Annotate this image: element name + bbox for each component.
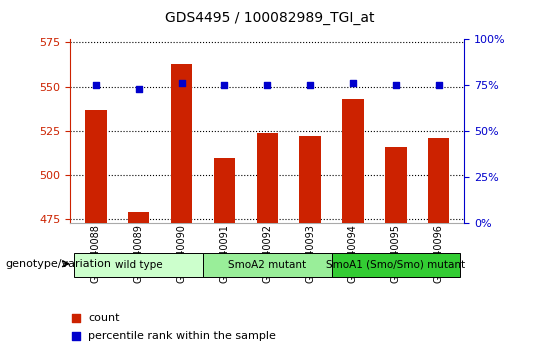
Text: genotype/variation: genotype/variation — [5, 259, 111, 269]
FancyBboxPatch shape — [332, 253, 460, 276]
Text: SmoA2 mutant: SmoA2 mutant — [228, 259, 306, 270]
Bar — [385, 147, 407, 223]
Text: GDS4495 / 100082989_TGI_at: GDS4495 / 100082989_TGI_at — [165, 11, 375, 25]
Point — [263, 82, 272, 88]
Point — [92, 82, 100, 88]
FancyBboxPatch shape — [203, 253, 332, 276]
Point — [134, 86, 143, 91]
Point — [306, 82, 314, 88]
FancyBboxPatch shape — [75, 253, 203, 276]
Bar — [428, 138, 449, 223]
Point — [349, 80, 357, 86]
Point — [72, 315, 80, 321]
Point — [392, 82, 400, 88]
Bar — [300, 136, 321, 223]
Point — [220, 82, 229, 88]
Bar — [256, 133, 278, 223]
Text: percentile rank within the sample: percentile rank within the sample — [89, 331, 276, 341]
Bar — [85, 110, 106, 223]
Text: count: count — [89, 313, 120, 323]
Bar — [128, 212, 150, 223]
Point — [72, 333, 80, 338]
Point — [434, 82, 443, 88]
Text: wild type: wild type — [115, 259, 163, 270]
Bar — [214, 158, 235, 223]
Point — [177, 80, 186, 86]
Bar — [342, 99, 364, 223]
Text: SmoA1 (Smo/Smo) mutant: SmoA1 (Smo/Smo) mutant — [326, 259, 465, 270]
Bar — [171, 64, 192, 223]
